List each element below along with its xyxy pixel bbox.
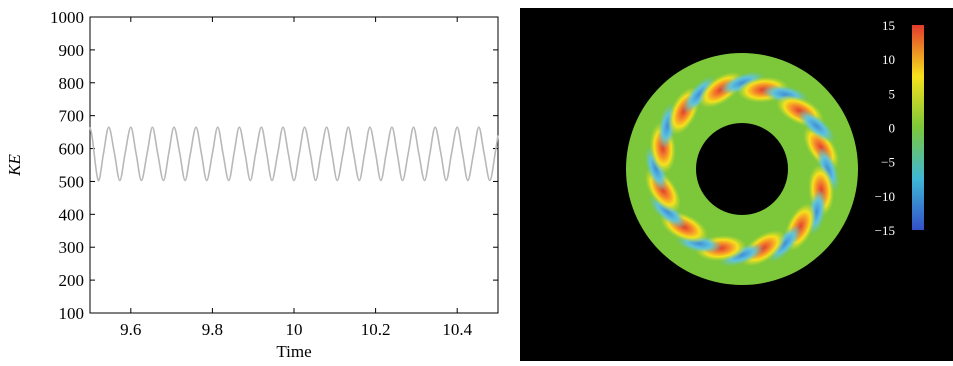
x-tick-label: 10.2	[361, 320, 391, 339]
negative-lobe	[719, 243, 765, 267]
x-tick-label: 10	[286, 320, 303, 339]
y-tick-label: 700	[59, 107, 85, 126]
y-tick-label: 400	[59, 205, 85, 224]
y-tick-label: 300	[59, 238, 85, 257]
colorbar-tick-label: 0	[889, 121, 896, 136]
x-tick-labels: 9.6 9.8 10 10.2 10.4	[120, 320, 472, 339]
x-tick-marks	[130, 17, 458, 313]
colorbar-tick-label: −15	[875, 223, 895, 238]
colorbar-tick-label: −10	[875, 189, 895, 204]
x-axis-label: Time	[276, 342, 311, 361]
y-tick-marks	[90, 16, 498, 314]
negative-lobe	[797, 109, 836, 143]
annulus-hole	[696, 123, 788, 215]
y-tick-label: 100	[59, 304, 85, 323]
y-tick-labels: 100 200 300 400 500 600 700 800 900 1000	[50, 8, 84, 323]
annulus-field-figure: 15 10 5 0 −5 −10 −15	[626, 18, 924, 285]
y-axis-label: KE	[5, 154, 24, 177]
colorbar-tick-label: 15	[882, 18, 895, 33]
y-tick-label: 1000	[50, 8, 84, 27]
colorbar-tick-label: −5	[881, 155, 895, 170]
y-tick-label: 900	[59, 41, 85, 60]
y-tick-label: 600	[59, 140, 85, 159]
annulus-field-panel: 15 10 5 0 −5 −10 −15	[520, 8, 953, 361]
negative-lobe	[816, 146, 840, 192]
negative-lobe	[719, 71, 765, 95]
colorbar-tick-labels: 15 10 5 0 −5 −10 −15	[875, 18, 895, 238]
colorbar-tick-label: 5	[889, 86, 896, 101]
y-tick-label: 800	[59, 74, 85, 93]
colorbar-tick-label: 10	[882, 52, 895, 67]
colorbar	[912, 25, 924, 230]
y-tick-label: 500	[59, 172, 85, 191]
x-tick-label: 9.8	[202, 320, 223, 339]
negative-lobe	[644, 146, 668, 192]
x-tick-label: 10.4	[442, 320, 472, 339]
plot-frame	[89, 16, 499, 314]
y-tick-label: 200	[59, 271, 85, 290]
field-lobes	[644, 71, 840, 267]
x-tick-label: 9.6	[120, 320, 141, 339]
ke-time-chart: 100 200 300 400 500 600 700 800 900 1000 9.6 9.8 10…	[5, 8, 499, 361]
ke-series-line	[89, 126, 499, 182]
